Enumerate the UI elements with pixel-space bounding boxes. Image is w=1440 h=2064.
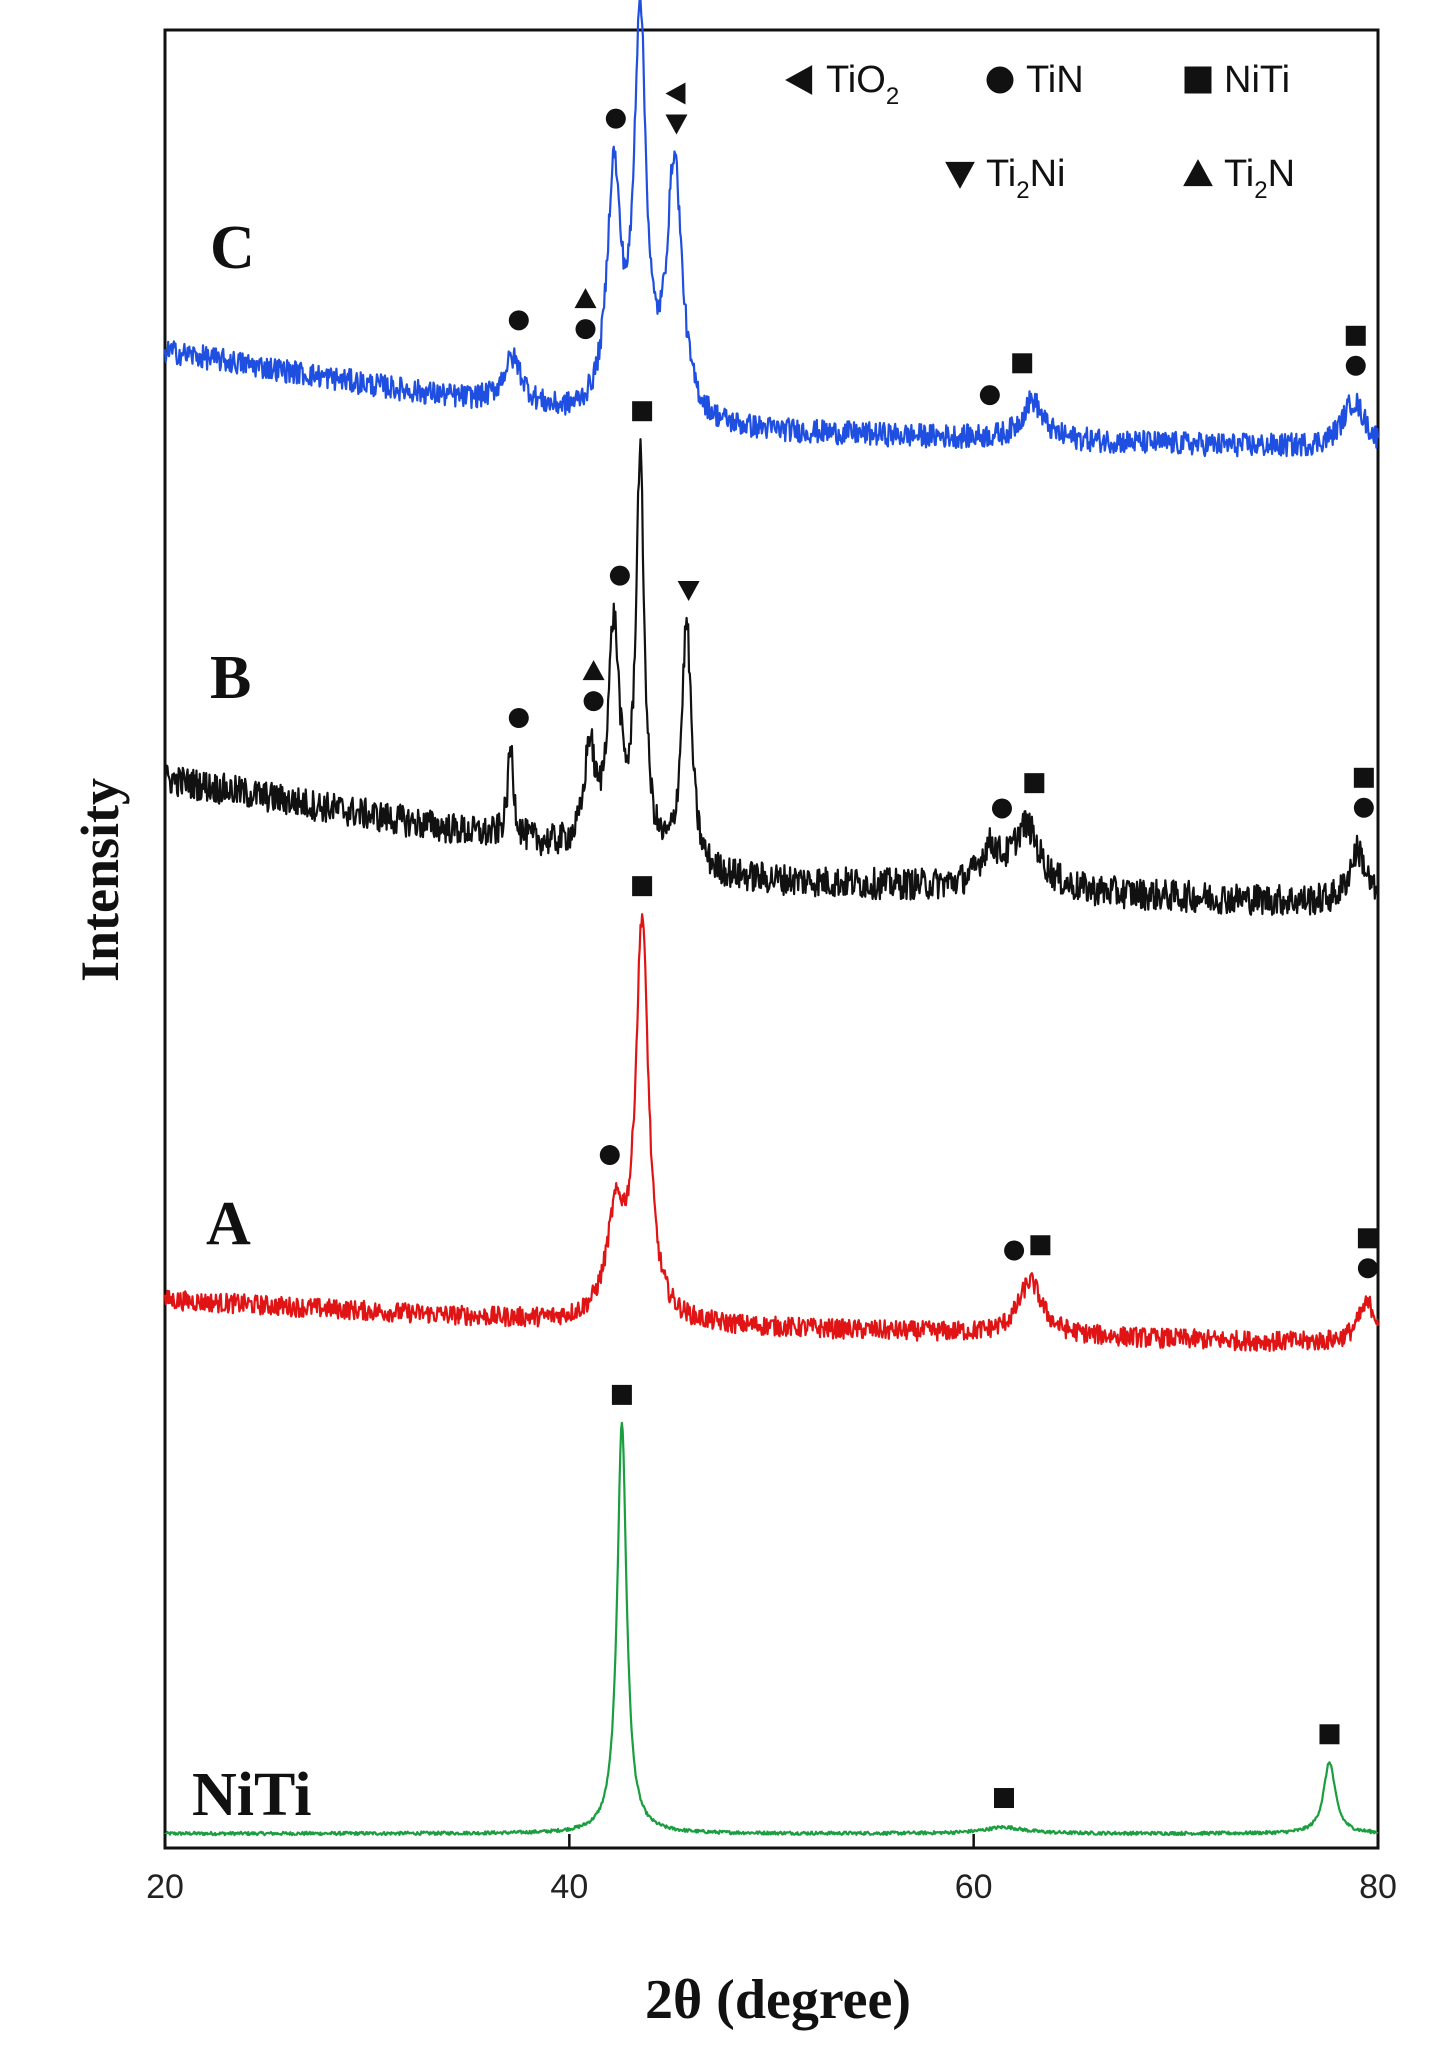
peak-markers (508, 82, 1378, 1809)
peak-marker-circle (1004, 1240, 1025, 1261)
peak-marker-circle (1357, 1258, 1378, 1279)
legend: TiO2 TiN NiTi Ti2Ni Ti2N (785, 59, 1295, 204)
legend-label: Ti2Ni (986, 153, 1066, 204)
peak-marker-circle (1345, 355, 1366, 376)
peak-marker-square (1012, 353, 1033, 374)
series-group (163, 0, 1380, 1837)
series-label-a: A (206, 1190, 251, 1258)
x-tick-label: 60 (955, 1868, 993, 1906)
peak-marker-square (611, 1384, 632, 1405)
plot-frame (163, 28, 1380, 1850)
series-label-b: B (210, 644, 251, 712)
peak-marker-triangle-left (665, 82, 686, 105)
peak-marker-circle (979, 385, 1000, 406)
series-label-niti: NiTi (192, 1761, 311, 1829)
legend-symbol-circle (986, 66, 1014, 94)
peak-marker-square (1345, 325, 1366, 346)
legend-label: TiN (1026, 59, 1084, 101)
peak-marker-triangle-down (665, 114, 688, 135)
legend-symbol-triangle-up (1183, 159, 1213, 187)
series-label-c: C (210, 214, 255, 282)
peak-marker-triangle-up (574, 288, 597, 309)
x-axis-title: 2θ (degree) (645, 1969, 911, 2031)
legend-label: TiO2 (826, 59, 899, 110)
peak-marker-square (1357, 1228, 1378, 1249)
plot-border (163, 28, 1380, 1850)
legend-label: Ti2N (1224, 153, 1295, 204)
series-line-c (163, 0, 1380, 458)
peak-marker-circle (508, 707, 529, 728)
peak-marker-circle (605, 108, 626, 129)
peak-marker-square (1024, 773, 1045, 794)
peak-marker-square (993, 1788, 1014, 1809)
legend-label: NiTi (1224, 59, 1290, 101)
legend-symbol-square (1184, 66, 1212, 94)
series-line-b (163, 438, 1380, 916)
peak-marker-square (632, 876, 653, 897)
peak-marker-circle (599, 1145, 620, 1166)
peak-marker-circle (609, 565, 630, 586)
peak-marker-square (1319, 1724, 1340, 1745)
series-line-niti (164, 1421, 1379, 1837)
x-tick-label: 20 (146, 1868, 184, 1906)
peak-marker-circle (508, 310, 529, 331)
peak-marker-square (1353, 767, 1374, 788)
x-tick-label: 80 (1359, 1868, 1397, 1906)
peak-marker-circle (575, 319, 596, 340)
legend-symbol-triangle-down (945, 161, 975, 189)
peak-marker-square (1030, 1235, 1051, 1256)
x-axis-ticks: 20 40 60 80 (146, 1834, 1397, 1906)
peak-marker-triangle-down (677, 581, 700, 602)
peak-marker-circle (1353, 797, 1374, 818)
peak-marker-circle (991, 798, 1012, 819)
peak-marker-circle (583, 691, 604, 712)
y-axis-title: Intensity (70, 778, 130, 982)
legend-symbol-triangle-left (785, 65, 813, 95)
peak-marker-square (632, 401, 653, 422)
peak-marker-triangle-up (582, 660, 605, 681)
x-tick-label: 40 (550, 1868, 588, 1906)
series-line-a (163, 913, 1380, 1352)
series-labels: NiTi A B C (192, 214, 311, 1829)
